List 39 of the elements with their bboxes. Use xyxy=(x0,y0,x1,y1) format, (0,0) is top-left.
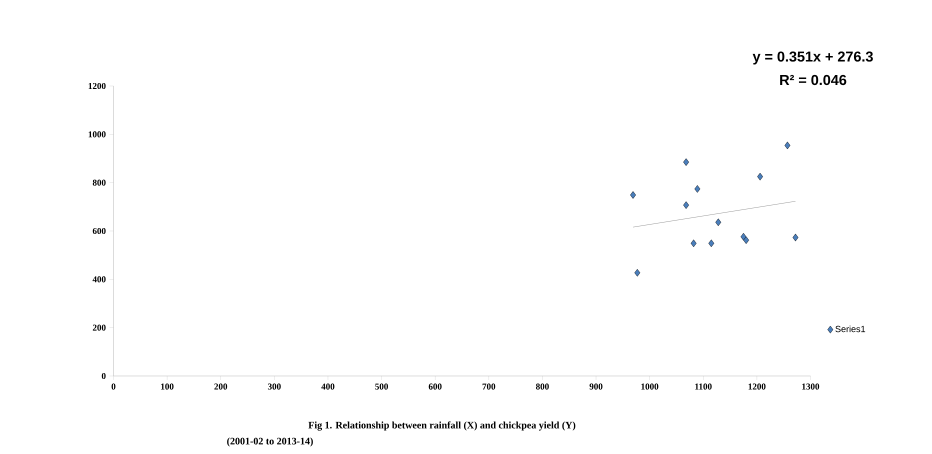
x-tick-label: 1300 xyxy=(802,384,820,390)
x-tick-label: 0 xyxy=(112,384,116,390)
y-tick-label: 400 xyxy=(92,276,106,282)
x-tick-label: 1000 xyxy=(641,384,658,390)
x-tick-label: 400 xyxy=(321,384,334,390)
y-tick-label: 0 xyxy=(102,372,106,380)
x-tick-label: 1200 xyxy=(748,384,766,390)
x-tick-label: 200 xyxy=(214,384,228,390)
x-tick-label: 1100 xyxy=(695,384,712,390)
x-tick-label: 600 xyxy=(428,384,442,390)
y-tick-label: 1200 xyxy=(88,82,106,90)
point xyxy=(694,185,700,193)
y-tick-label: 800 xyxy=(92,180,106,186)
x-tick-label: 100 xyxy=(161,384,174,390)
point xyxy=(683,201,690,209)
y-tick-label: 1000 xyxy=(88,131,106,138)
point xyxy=(690,240,697,248)
point xyxy=(630,191,636,199)
x-tick-label: 900 xyxy=(590,384,602,390)
x-tick-label: 800 xyxy=(536,384,549,390)
point xyxy=(743,236,750,244)
text: (2001-02 to 2013-14) xyxy=(227,437,313,447)
point xyxy=(757,172,763,180)
point xyxy=(708,240,714,248)
point xyxy=(715,218,722,226)
x-tick-label: 700 xyxy=(482,384,496,390)
point xyxy=(784,142,790,150)
y-tick-label: 200 xyxy=(92,324,106,331)
x-tick-label: 500 xyxy=(375,384,388,390)
text: y = 0.351x + 276.3 xyxy=(752,51,873,65)
x-tick-label: 300 xyxy=(268,384,281,390)
y-tick-label: 600 xyxy=(92,228,106,234)
point xyxy=(634,268,640,277)
text: R² = 0.046 xyxy=(780,74,846,86)
point xyxy=(740,232,746,241)
point xyxy=(683,158,690,166)
text: Fig 1. Relationship between rainfall (X) and chickpea yield (Y) xyxy=(308,421,576,431)
point xyxy=(792,234,798,242)
legend-label: Series1 xyxy=(835,326,866,332)
